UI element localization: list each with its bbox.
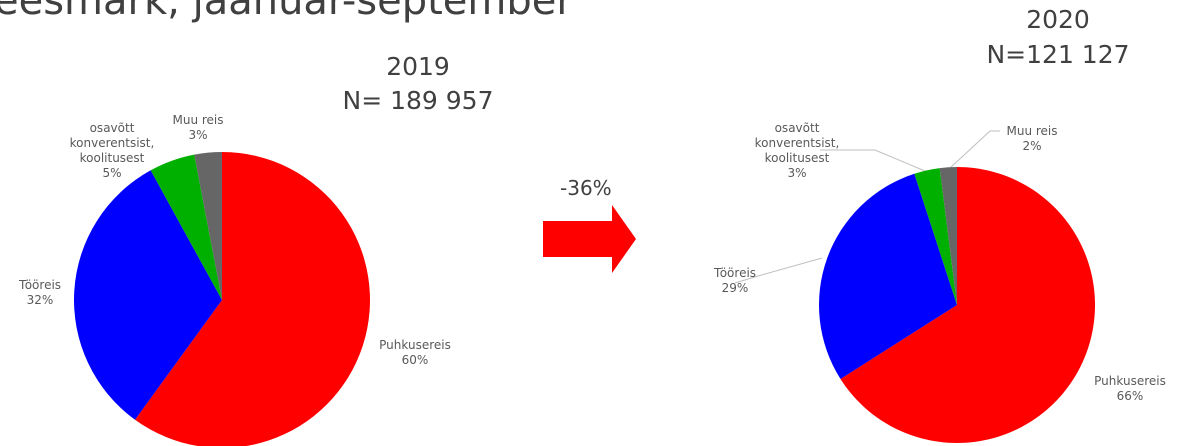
category-label: Muu reis bbox=[1006, 124, 1058, 138]
category-label: osavõtt konverentsist, koolitusest bbox=[754, 121, 840, 165]
category-label: Puhkusereis bbox=[1094, 374, 1166, 388]
pie-slice bbox=[840, 167, 1095, 443]
value-label: 5% bbox=[102, 166, 122, 180]
slice-label: Tööreis 29% bbox=[675, 266, 795, 296]
value-label: 3% bbox=[188, 128, 208, 142]
slice-label: osavõtt konverentsist, koolitusest 3% bbox=[747, 121, 847, 181]
slide-title: eesmark, jaanuar-september bbox=[0, 0, 573, 24]
value-label: 32% bbox=[26, 293, 54, 307]
slice-label: Muu reis 2% bbox=[972, 124, 1092, 154]
category-label: Tööreis bbox=[18, 278, 62, 292]
slice-label: Puhkusereis 66% bbox=[1070, 374, 1182, 404]
value-label: 60% bbox=[401, 353, 429, 367]
leader-line bbox=[820, 149, 926, 172]
value-label: 29% bbox=[721, 281, 749, 295]
pie-subtitle: N=121 127 bbox=[986, 40, 1130, 69]
category-label: Muu reis bbox=[172, 113, 224, 127]
value-label: 2% bbox=[1022, 139, 1042, 153]
pie-slice bbox=[194, 152, 222, 300]
pie-subtitle: N= 189 957 bbox=[342, 86, 494, 115]
slice-label: Puhkusereis 60% bbox=[355, 338, 475, 368]
pie-slice bbox=[73, 170, 223, 420]
arrow bbox=[543, 205, 636, 273]
pie-title: 2020 bbox=[1026, 5, 1090, 34]
value-label: 3% bbox=[787, 166, 807, 180]
pie-slice bbox=[818, 173, 957, 379]
leader-line bbox=[949, 130, 1000, 169]
change-label: -36% bbox=[560, 176, 612, 200]
slice-label: Tööreis 32% bbox=[0, 278, 100, 308]
slice-label: osavõtt konverentsist, koolitusest 5% bbox=[62, 121, 162, 181]
category-label: osavõtt konverentsist, koolitusest bbox=[69, 121, 155, 165]
pie-slice bbox=[939, 167, 957, 305]
slice-label: Muu reis 3% bbox=[138, 113, 258, 143]
leader-line bbox=[734, 257, 823, 284]
category-label: Puhkusereis bbox=[379, 338, 451, 352]
value-label: 66% bbox=[1116, 389, 1144, 403]
category-label: Tööreis bbox=[713, 266, 757, 280]
pie-slice bbox=[914, 168, 957, 305]
pie-title: 2019 bbox=[386, 52, 450, 81]
pie-slice bbox=[135, 152, 370, 446]
pie-slice bbox=[150, 154, 222, 300]
